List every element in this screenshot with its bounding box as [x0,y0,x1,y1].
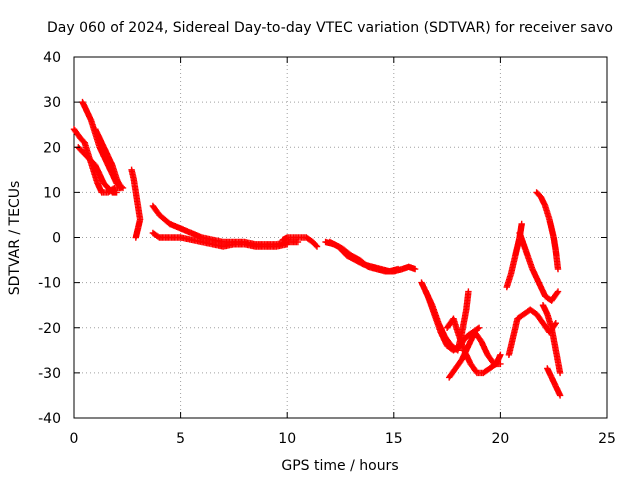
data-point-plus [303,234,315,245]
data-point-plus [452,357,465,372]
data-point-plus [405,263,419,273]
plot-frame [73,56,608,419]
data-point-plus [83,153,94,163]
plot-border [73,56,608,419]
data-point-plus [552,247,562,273]
data-point-plus [132,225,142,241]
x-axis-ticks: 0 5 10 15 20 25 [70,57,616,447]
x-tick-label: 25 [598,431,616,447]
data-point-plus [522,247,535,271]
y-tick-label: -20 [38,321,61,337]
data-point-plus [149,229,162,240]
y-axis-ticks: -40 -30 -20 -10 0 10 20 30 40 [38,50,607,427]
data-point-plus [309,238,321,250]
data-point-plus [548,324,559,352]
data-point-plus [130,175,139,195]
grid-lines [74,57,607,418]
data-point-plus [335,243,349,258]
data-point-plus [550,234,559,253]
data-point-plus [471,329,484,344]
x-tick-label: 20 [491,431,509,447]
y-axis-label: SDTVAR / TECUs [7,181,23,296]
data-point-plus [422,288,435,307]
data-point-plus [510,317,521,340]
data-point-plus [516,229,529,253]
x-axis-label: GPS time / hours [281,458,398,474]
data-point-plus [548,288,562,304]
data-point-plus [156,211,172,227]
data-point-plus [446,366,458,381]
data-point-plus [87,157,98,168]
data-point-plus [458,344,471,363]
data-point-plus [441,333,454,348]
data-point-plus [109,189,120,196]
x-tick-label: 15 [385,431,403,447]
data-point-plus [467,360,480,375]
data-point-plus [104,184,115,195]
data-point-plus [149,202,162,217]
data-point-plus [542,202,553,222]
data-point-plus [503,271,514,291]
x-tick-label: 5 [176,431,185,447]
data-point-plus [463,288,472,313]
y-tick-label: 0 [52,231,61,247]
y-tick-label: -30 [38,366,61,382]
x-tick-label: 10 [278,431,296,447]
data-point-plus [546,216,557,240]
data-point-plus [527,306,539,317]
data-point-plus [505,335,516,358]
data-point-plus [454,329,467,352]
data-point-plus [480,366,492,377]
data-point-plus [478,338,491,357]
data-point-plus [79,148,89,159]
data-point-plus [535,279,548,298]
y-tick-label: 40 [43,50,61,66]
data-point-plus [132,189,141,208]
data-point-plus [134,202,144,222]
data-point-plus [70,126,83,141]
data-point-plus [273,241,291,250]
data-point-plus [77,135,87,145]
y-tick-label: -10 [38,276,61,292]
data-point-plus [533,311,546,326]
data-point-plus [490,360,504,368]
data-point-plus [507,253,519,277]
data-point-plus [484,351,497,366]
data-point-plus [100,180,111,190]
data-point-plus [552,347,564,377]
data-point-plus [533,189,543,199]
chart-title: Day 060 of 2024, Sidereal Day-to-day VTE… [47,20,613,36]
data-point-plus [386,265,402,275]
data-point-plus [113,175,125,192]
data-marks [70,98,564,399]
data-point-plus [435,320,448,339]
x-tick-label: 0 [70,431,79,447]
data-point-plus [552,383,564,399]
y-tick-label: 20 [43,140,61,156]
data-point-plus [514,311,526,322]
y-tick-label: 30 [43,95,61,111]
data-point-plus [429,302,442,325]
y-tick-label: 10 [43,185,61,201]
data-point-plus [529,265,542,285]
y-tick-label: -40 [38,411,61,427]
